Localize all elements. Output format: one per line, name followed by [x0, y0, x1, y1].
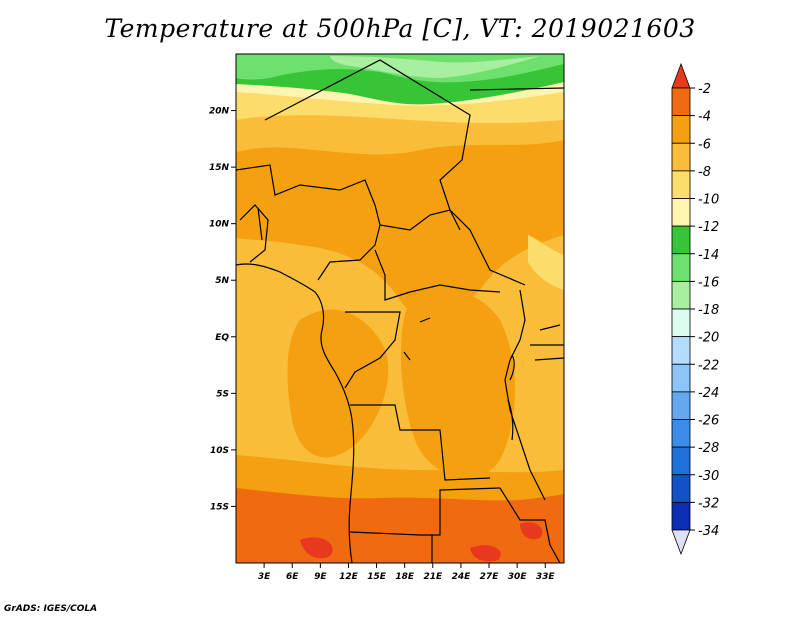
colorbar-segment	[671, 142, 691, 172]
colorbar-label: -14	[698, 248, 719, 263]
colorbar-segment	[671, 225, 691, 255]
colorbar-label: -28	[698, 441, 719, 456]
lake-outlines	[403, 317, 515, 441]
colorbar-label: -34	[698, 524, 719, 539]
x-tick-label: 6E	[286, 572, 299, 582]
field-zone-minus8-north	[236, 113, 564, 155]
colorbar-label: -26	[698, 414, 719, 429]
y-tick-label: 15N	[209, 163, 230, 173]
y-tick-label: 15S	[210, 502, 229, 512]
field-zone-minus8-east	[528, 235, 564, 290]
colorbar-segment	[671, 391, 691, 420]
x-tick-label: 3E	[258, 572, 271, 582]
x-tick-label: 12E	[339, 572, 359, 582]
border-east-3	[499, 487, 561, 563]
y-tick-label: 10S	[210, 446, 229, 456]
border-northeast	[469, 87, 564, 91]
border-west-coast	[236, 263, 355, 563]
y-axis: 20N 15N 10N 5N EQ 5S 10S 15S	[209, 107, 236, 512]
y-tick-label: 10N	[209, 220, 230, 230]
colorbar-segment	[671, 363, 691, 393]
border-north-3	[379, 209, 526, 286]
colorbar-label: -32	[698, 496, 719, 511]
colorbar-label: -20	[698, 331, 719, 346]
colorbar-segment	[671, 474, 691, 503]
x-tick-label: 24E	[452, 572, 472, 582]
y-tick-label: 5N	[215, 276, 229, 286]
colorbar-segment	[671, 115, 691, 144]
border-central-2	[344, 311, 401, 389]
border-east-1	[504, 289, 546, 501]
x-tick-label: 15E	[367, 572, 387, 582]
x-tick-label: 9E	[314, 572, 327, 582]
y-tick-label: 5S	[216, 389, 229, 399]
colorbar-label: -30	[698, 469, 719, 484]
colorbar-segment	[671, 419, 691, 448]
y-tick-label: 20N	[209, 107, 230, 117]
border-central-1	[374, 249, 501, 301]
colorbar-label: -18	[698, 303, 719, 318]
border-central-3	[350, 404, 491, 481]
x-tick-label: 27E	[480, 572, 500, 582]
colorbar-label: -22	[698, 358, 719, 373]
colorbar-segment	[671, 446, 691, 476]
x-tick-label: 21E	[423, 572, 443, 582]
colorbar-segment	[671, 308, 691, 338]
border-east-2	[530, 324, 564, 361]
x-axis: 3E 6E 9E 12E 15E 18E 21E 24E 27E 30E 33E	[258, 563, 556, 582]
field-zone-minus2	[300, 522, 543, 562]
colorbar-segment	[671, 501, 691, 531]
map-title: Temperature at 500hPa [C], VT: 201902160…	[104, 14, 696, 43]
colorbar-label: -10	[698, 193, 719, 208]
x-tick-label: 30E	[508, 572, 528, 582]
colorbar-label: -6	[698, 137, 711, 152]
colorbar-bottom-arrow	[671, 529, 691, 556]
colorbar-label: -24	[698, 386, 719, 401]
colorbar-label: -8	[698, 165, 711, 180]
colorbar-segment	[671, 170, 691, 199]
grads-credit: GrADS: IGES/COLA	[4, 604, 98, 614]
country-borders	[236, 59, 564, 563]
colorbar-segment	[671, 253, 691, 282]
temperature-field	[236, 54, 564, 563]
colorbar-segment	[671, 280, 691, 310]
colorbar-top-arrow	[671, 62, 691, 89]
map-frame	[235, 53, 565, 564]
y-tick-label: EQ	[215, 333, 229, 343]
colorbar-label: -4	[698, 110, 711, 125]
colorbar: -2 -4 -6 -8 -10 -12 -14 -16 -18 -20 -22 -24 -26 -28 -3…	[671, 62, 719, 556]
border-north-2	[236, 164, 381, 281]
x-tick-label: 33E	[536, 572, 556, 582]
colorbar-segment	[671, 198, 691, 227]
colorbar-label: -2	[698, 82, 711, 97]
colorbar-label: -12	[698, 220, 719, 235]
field-zone-minus6-central	[287, 309, 389, 458]
field-zone-minus6-north	[236, 118, 564, 319]
colorbar-label: -16	[698, 275, 719, 290]
border-south-1	[349, 487, 501, 536]
x-tick-label: 18E	[395, 572, 415, 582]
colorbar-segment	[671, 336, 691, 365]
field-zone-minus12	[236, 82, 564, 106]
colorbar-segment	[671, 87, 691, 117]
border-west-1	[239, 204, 269, 263]
